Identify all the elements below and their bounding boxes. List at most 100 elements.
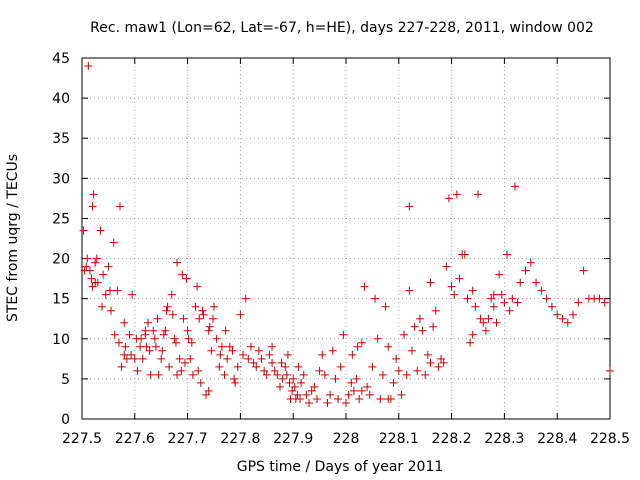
data-point xyxy=(128,290,137,299)
data-point xyxy=(194,366,203,375)
data-point xyxy=(510,182,519,191)
data-point xyxy=(153,314,162,323)
data-point xyxy=(215,362,224,371)
x-tick-label: 227.7 xyxy=(168,431,208,447)
data-point xyxy=(151,342,160,351)
data-point xyxy=(175,354,184,363)
data-point xyxy=(450,290,459,299)
data-point xyxy=(91,258,100,267)
data-point xyxy=(431,306,440,315)
data-point xyxy=(104,262,113,271)
data-point xyxy=(357,338,366,347)
data-point xyxy=(349,386,358,395)
data-point xyxy=(542,294,551,303)
y-tick-label: 40 xyxy=(52,91,70,107)
data-point xyxy=(142,342,151,351)
data-point xyxy=(149,326,158,335)
data-point xyxy=(307,386,316,395)
data-point xyxy=(195,314,204,323)
data-point xyxy=(223,354,232,363)
data-point xyxy=(336,362,345,371)
data-point xyxy=(186,354,195,363)
data-point xyxy=(83,254,92,263)
data-point xyxy=(144,318,152,327)
data-point xyxy=(109,238,118,247)
data-point xyxy=(171,338,180,347)
data-point xyxy=(532,278,541,287)
data-point xyxy=(87,274,96,283)
data-point xyxy=(320,370,329,379)
data-point xyxy=(241,294,250,303)
data-points xyxy=(79,62,614,407)
data-point xyxy=(363,382,372,391)
data-point xyxy=(505,306,514,315)
data-point xyxy=(347,378,356,387)
data-point xyxy=(199,310,208,319)
data-point xyxy=(487,294,496,303)
data-point xyxy=(107,306,116,315)
data-point xyxy=(178,270,187,279)
data-point xyxy=(553,310,562,319)
data-point xyxy=(476,314,485,323)
data-point xyxy=(421,370,430,379)
data-point xyxy=(114,338,123,347)
data-point xyxy=(439,358,448,367)
y-tick-label: 45 xyxy=(52,51,70,67)
data-point xyxy=(216,350,225,359)
data-point xyxy=(187,338,196,347)
data-point xyxy=(468,330,477,339)
data-point xyxy=(410,322,419,331)
data-point xyxy=(558,314,567,323)
data-point xyxy=(408,346,416,355)
data-point xyxy=(236,310,245,319)
data-point xyxy=(285,378,294,387)
data-point xyxy=(342,398,350,407)
data-point xyxy=(282,370,291,379)
data-point xyxy=(168,310,177,319)
data-point xyxy=(204,326,213,335)
data-point xyxy=(315,366,324,375)
data-point xyxy=(130,354,139,363)
data-point xyxy=(355,394,364,403)
data-point xyxy=(117,362,126,371)
data-point xyxy=(84,62,93,71)
data-point xyxy=(289,374,298,383)
data-point xyxy=(339,330,348,339)
data-point xyxy=(165,362,174,371)
data-point xyxy=(162,306,171,315)
data-point xyxy=(305,398,314,407)
data-point xyxy=(262,370,271,379)
data-point xyxy=(293,390,302,399)
data-point xyxy=(170,334,179,343)
data-point xyxy=(82,262,91,271)
data-point xyxy=(88,282,97,291)
data-point xyxy=(376,394,385,403)
data-point xyxy=(205,322,214,331)
data-point xyxy=(429,322,438,331)
data-point xyxy=(260,366,269,375)
x-tick-label: 228.5 xyxy=(590,431,630,447)
data-point xyxy=(88,202,97,211)
data-point xyxy=(455,274,464,283)
data-point xyxy=(384,342,393,351)
data-point xyxy=(265,350,274,359)
data-point xyxy=(101,290,110,299)
data-point xyxy=(318,350,327,359)
data-point xyxy=(495,270,504,279)
data-point xyxy=(352,374,361,383)
data-point xyxy=(426,278,435,287)
data-point xyxy=(191,302,200,311)
data-point xyxy=(294,362,303,371)
data-point xyxy=(579,266,588,275)
y-tick-label: 0 xyxy=(61,412,70,428)
x-axis-label: GPS time / Days of year 2011 xyxy=(237,459,444,475)
data-point xyxy=(353,342,362,351)
data-point xyxy=(225,342,234,351)
data-point xyxy=(389,378,398,387)
data-point xyxy=(273,370,282,379)
data-point xyxy=(328,346,337,355)
x-tick-label: 227.9 xyxy=(273,431,313,447)
data-point xyxy=(503,250,512,259)
data-point xyxy=(268,358,277,367)
